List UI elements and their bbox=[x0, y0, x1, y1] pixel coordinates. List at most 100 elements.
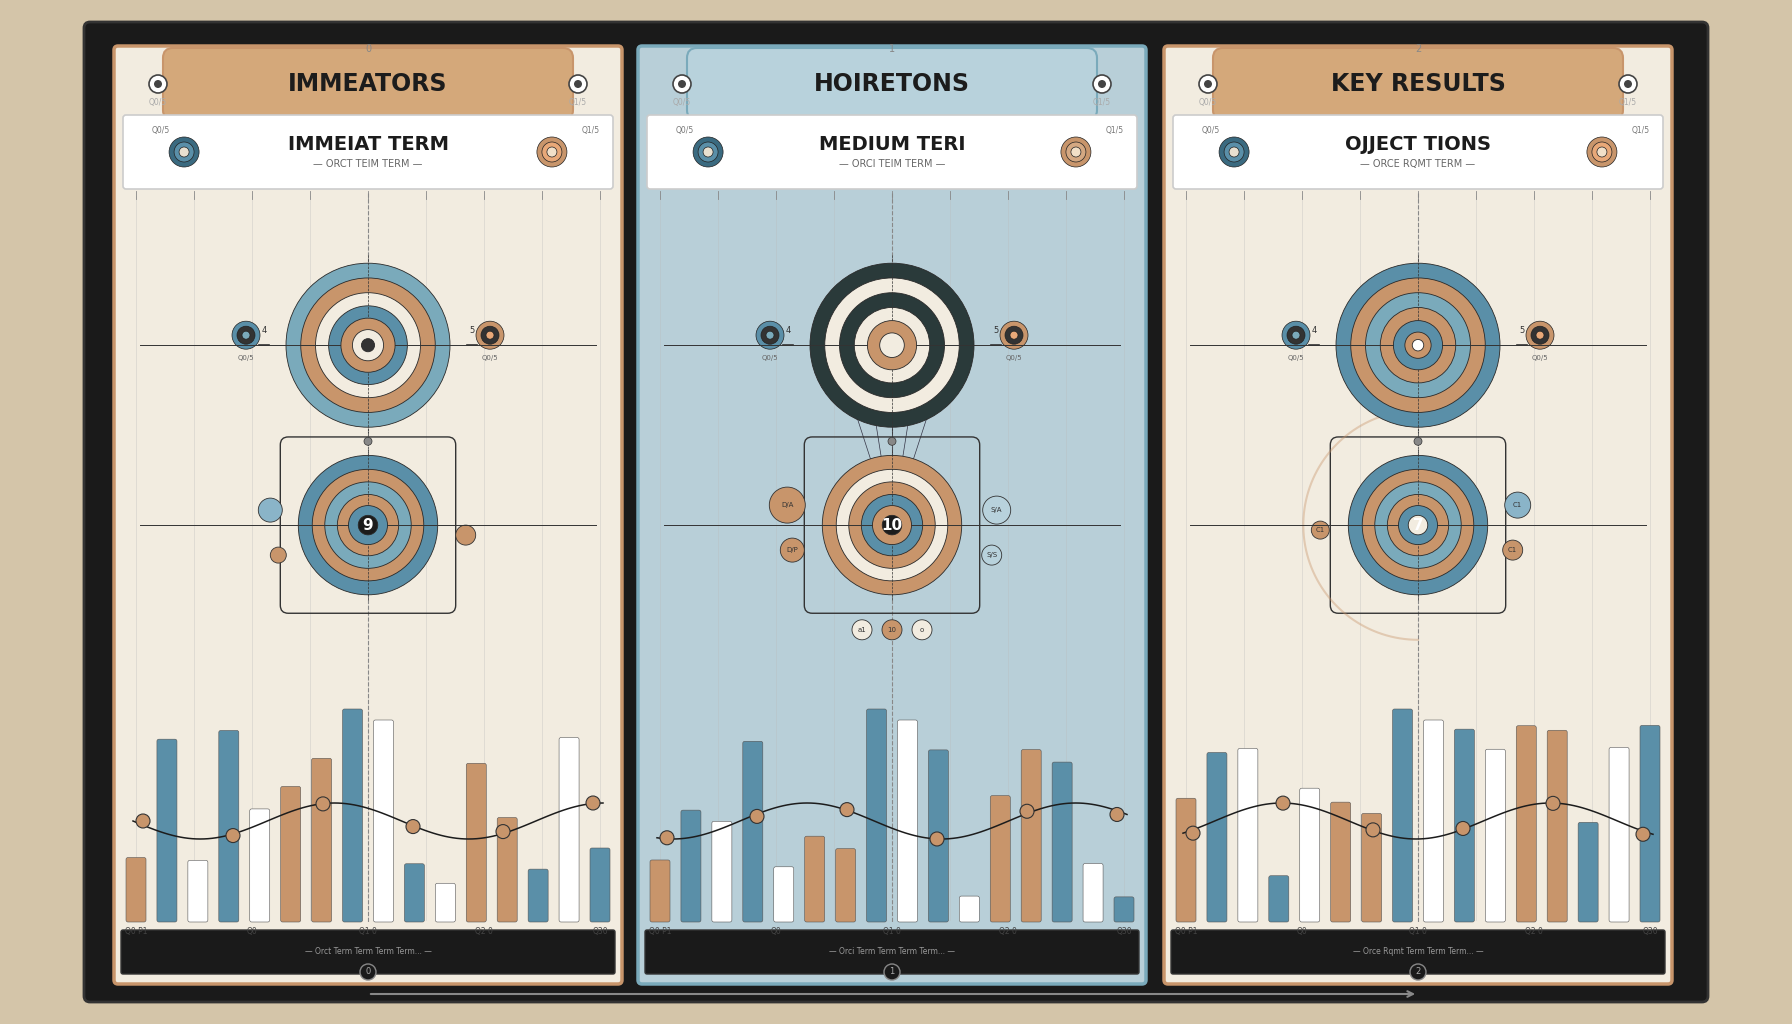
Circle shape bbox=[1366, 823, 1380, 837]
Circle shape bbox=[702, 147, 713, 157]
Text: Q0/5: Q0/5 bbox=[1532, 355, 1548, 361]
Circle shape bbox=[1591, 142, 1613, 162]
FancyBboxPatch shape bbox=[188, 860, 208, 922]
Circle shape bbox=[480, 327, 498, 344]
Circle shape bbox=[1000, 322, 1029, 349]
Circle shape bbox=[756, 322, 785, 349]
Circle shape bbox=[659, 830, 674, 845]
Circle shape bbox=[1093, 75, 1111, 93]
Circle shape bbox=[1455, 821, 1469, 836]
FancyBboxPatch shape bbox=[122, 930, 615, 974]
Circle shape bbox=[849, 482, 935, 568]
Circle shape bbox=[1618, 75, 1638, 93]
Text: — Orci Term Term Term Term... —: — Orci Term Term Term Term... — bbox=[830, 947, 955, 956]
Circle shape bbox=[174, 142, 194, 162]
Circle shape bbox=[810, 263, 975, 427]
Text: Q1/5: Q1/5 bbox=[582, 126, 600, 135]
FancyBboxPatch shape bbox=[1486, 750, 1505, 922]
Circle shape bbox=[496, 824, 511, 839]
Circle shape bbox=[353, 330, 383, 360]
Text: Q2 0: Q2 0 bbox=[1000, 927, 1016, 936]
Circle shape bbox=[226, 828, 240, 843]
Text: — ORCT TEIM TERM —: — ORCT TEIM TERM — bbox=[314, 159, 423, 169]
Circle shape bbox=[1527, 322, 1554, 349]
FancyBboxPatch shape bbox=[1208, 753, 1228, 922]
Circle shape bbox=[1219, 137, 1249, 167]
Text: 0: 0 bbox=[366, 968, 371, 977]
Circle shape bbox=[315, 797, 330, 811]
Circle shape bbox=[1398, 506, 1437, 545]
FancyBboxPatch shape bbox=[124, 115, 613, 189]
Circle shape bbox=[882, 515, 901, 535]
Circle shape bbox=[912, 620, 932, 640]
Text: 4: 4 bbox=[262, 327, 267, 335]
FancyBboxPatch shape bbox=[867, 709, 887, 922]
Text: MEDIUM TERI: MEDIUM TERI bbox=[819, 134, 966, 154]
Text: Q0 P1: Q0 P1 bbox=[125, 927, 147, 936]
FancyBboxPatch shape bbox=[496, 817, 518, 922]
FancyBboxPatch shape bbox=[466, 763, 486, 922]
FancyBboxPatch shape bbox=[1052, 762, 1072, 922]
Circle shape bbox=[677, 80, 686, 88]
FancyBboxPatch shape bbox=[1176, 799, 1195, 922]
Text: Q0/5: Q0/5 bbox=[762, 355, 778, 361]
Text: Q0/5: Q0/5 bbox=[1202, 126, 1220, 135]
Circle shape bbox=[851, 620, 873, 640]
Circle shape bbox=[358, 515, 378, 535]
Text: C1: C1 bbox=[1315, 527, 1324, 534]
Text: S/S: S/S bbox=[986, 552, 998, 558]
Circle shape bbox=[1624, 80, 1633, 88]
Text: C1: C1 bbox=[1509, 547, 1518, 553]
FancyBboxPatch shape bbox=[590, 848, 609, 922]
Circle shape bbox=[1109, 808, 1124, 821]
FancyBboxPatch shape bbox=[1392, 709, 1412, 922]
Circle shape bbox=[1066, 142, 1086, 162]
Text: 9: 9 bbox=[362, 517, 373, 532]
Circle shape bbox=[1546, 797, 1561, 810]
Text: 5: 5 bbox=[470, 327, 475, 335]
Text: Q0/5: Q0/5 bbox=[152, 126, 170, 135]
FancyBboxPatch shape bbox=[1165, 46, 1672, 984]
Circle shape bbox=[340, 318, 394, 373]
FancyBboxPatch shape bbox=[805, 837, 824, 922]
FancyBboxPatch shape bbox=[898, 720, 918, 922]
Circle shape bbox=[1312, 521, 1330, 539]
FancyBboxPatch shape bbox=[1238, 749, 1258, 922]
FancyBboxPatch shape bbox=[647, 115, 1136, 189]
FancyBboxPatch shape bbox=[1331, 802, 1351, 922]
FancyBboxPatch shape bbox=[1640, 725, 1659, 922]
FancyBboxPatch shape bbox=[1516, 726, 1536, 922]
FancyBboxPatch shape bbox=[638, 46, 1147, 984]
Circle shape bbox=[1072, 147, 1081, 157]
Text: C1: C1 bbox=[1512, 502, 1523, 508]
Circle shape bbox=[1405, 332, 1432, 358]
Circle shape bbox=[769, 487, 805, 523]
FancyBboxPatch shape bbox=[84, 22, 1708, 1002]
Text: 5: 5 bbox=[1520, 327, 1525, 335]
Text: Q1 0: Q1 0 bbox=[358, 927, 376, 936]
FancyBboxPatch shape bbox=[1579, 822, 1598, 922]
Circle shape bbox=[930, 831, 944, 846]
Circle shape bbox=[348, 506, 387, 545]
Circle shape bbox=[573, 80, 582, 88]
Text: 2: 2 bbox=[1416, 44, 1421, 54]
Text: — ORCE RQMT TERM —: — ORCE RQMT TERM — bbox=[1360, 159, 1475, 169]
Circle shape bbox=[1409, 515, 1428, 535]
FancyBboxPatch shape bbox=[1546, 730, 1568, 922]
FancyBboxPatch shape bbox=[1299, 788, 1319, 922]
Circle shape bbox=[312, 469, 423, 581]
Circle shape bbox=[883, 964, 900, 980]
Circle shape bbox=[765, 331, 774, 339]
Circle shape bbox=[1362, 469, 1473, 581]
Circle shape bbox=[477, 322, 504, 349]
Circle shape bbox=[136, 814, 151, 828]
Circle shape bbox=[258, 498, 283, 522]
Text: o: o bbox=[919, 627, 925, 633]
FancyBboxPatch shape bbox=[115, 46, 622, 984]
Circle shape bbox=[867, 321, 916, 370]
Circle shape bbox=[824, 278, 959, 413]
Text: IMMEATORS: IMMEATORS bbox=[289, 72, 448, 96]
FancyBboxPatch shape bbox=[686, 48, 1097, 120]
FancyBboxPatch shape bbox=[1609, 748, 1629, 922]
Circle shape bbox=[1348, 456, 1487, 595]
